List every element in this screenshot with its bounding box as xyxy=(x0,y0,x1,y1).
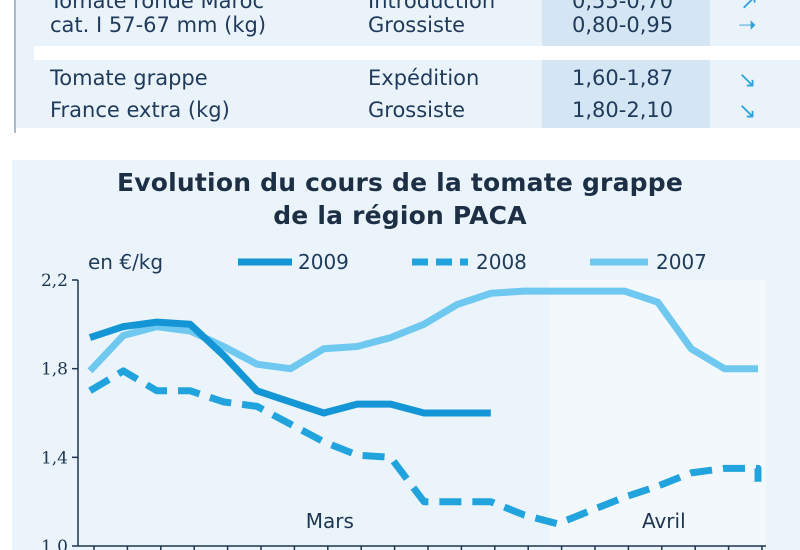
row1-price2: 0,80-0,95 xyxy=(572,13,674,37)
row1-product-line2: cat. I 57-67 mm (kg) xyxy=(50,13,267,37)
row-separator xyxy=(34,46,800,60)
chart-title-line2: de la région PACA xyxy=(273,201,527,230)
trend-up-icon: ↗ xyxy=(740,0,759,15)
y-tick-label: 1,8 xyxy=(41,360,68,380)
trend-down-icon: ↘ xyxy=(738,68,757,93)
legend-label-2008: 2008 xyxy=(476,250,527,274)
month-label: Mars xyxy=(306,509,354,533)
table-bottom-edge xyxy=(16,128,800,133)
legend-label-2007: 2007 xyxy=(656,250,707,274)
legend-label-2009: 2009 xyxy=(298,250,349,274)
y-tick-label: 1,4 xyxy=(41,448,68,468)
trend-flat-icon: ➝ xyxy=(738,13,757,38)
y-tick-label: 2,2 xyxy=(41,271,68,291)
row2-stage2: Grossiste xyxy=(368,98,466,122)
row2-stage1: Expédition xyxy=(368,66,480,90)
row1-stage1: Introduction xyxy=(368,0,496,13)
chart-title-line1: Evolution du cours de la tomate grappe xyxy=(116,168,683,197)
row2-product-line2: France extra (kg) xyxy=(50,98,230,122)
series-line-2009 xyxy=(88,318,491,417)
series-line-2008 xyxy=(88,367,762,528)
row2-product-line1: Tomate grappe xyxy=(50,66,208,90)
row1-product-line1: Tomate ronde Maroc xyxy=(50,0,265,13)
trend-down-icon: ↘ xyxy=(738,99,757,124)
y-tick-label: 1,0 xyxy=(41,537,68,550)
row1-stage2: Grossiste xyxy=(368,13,466,37)
april-region-background xyxy=(548,280,766,546)
y-axis-unit-label: en €/kg xyxy=(88,250,164,274)
month-label: Avril xyxy=(642,509,686,533)
price-column-background xyxy=(542,0,710,133)
row1-price1: 0,55-0,70 xyxy=(572,0,674,13)
row2-price1: 1,60-1,87 xyxy=(572,66,674,90)
price-table: Tomate ronde Maroc cat. I 57-67 mm (kg) … xyxy=(14,0,800,133)
row2-price2: 1,80-2,10 xyxy=(572,98,674,122)
